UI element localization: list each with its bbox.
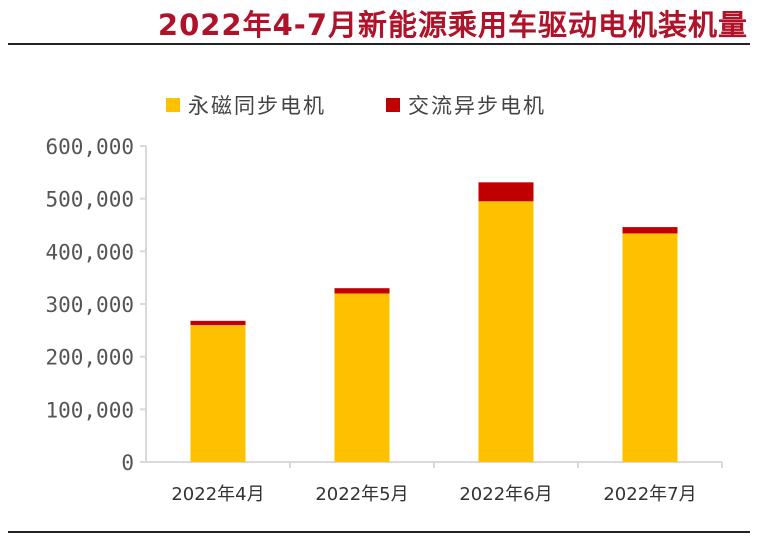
bar-pmsm-3: [478, 201, 534, 463]
legend-swatch: [386, 98, 400, 112]
y-tick-label: 500,000: [45, 188, 134, 212]
y-tick-label: 300,000: [45, 293, 134, 317]
legend-label: 交流异步电机: [408, 94, 546, 118]
legend-label: 永磁同步电机: [188, 94, 326, 118]
x-tick-label: 2022年6月: [459, 484, 552, 505]
y-tick-label: 600,000: [45, 135, 134, 159]
bar-pmsm-2: [334, 293, 390, 462]
legend-swatch: [166, 98, 180, 112]
bar-async-2: [334, 288, 390, 294]
bottom-divider: [8, 531, 750, 533]
y-tick-label: 0: [121, 451, 134, 475]
bar-async-4: [622, 227, 678, 234]
y-tick-label: 400,000: [45, 240, 134, 264]
y-tick-label: 100,000: [45, 398, 134, 422]
bar-pmsm-4: [622, 233, 678, 462]
bar-async-1: [190, 320, 246, 326]
x-tick-label: 2022年7月: [603, 484, 696, 505]
x-tick-label: 2022年5月: [315, 484, 408, 505]
bar-async-3: [478, 182, 534, 202]
chart-title: 2022年4-7月新能源乘用车驱动电机装机量: [157, 8, 748, 42]
y-tick-label: 200,000: [45, 346, 134, 370]
title-divider: [8, 43, 750, 45]
bar-pmsm-1: [190, 325, 246, 462]
x-tick-label: 2022年4月: [171, 484, 264, 505]
